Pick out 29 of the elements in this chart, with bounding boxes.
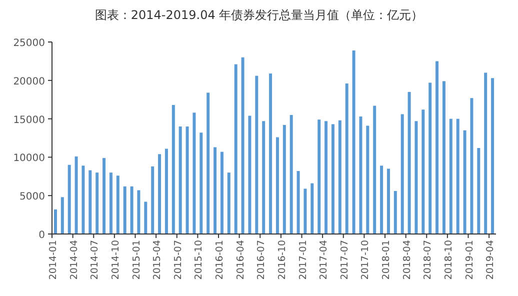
y-tick-label: 15000 [13, 114, 45, 126]
x-tick-label: 2014-04 [68, 240, 80, 280]
x-tick-label: 2016-10 [276, 240, 288, 280]
x-tick-label: 2017-01 [298, 240, 309, 280]
y-tick-label: 0 [38, 230, 45, 241]
x-tick-label: 2016-01 [214, 240, 226, 280]
x-tick-label: 2019-04 [485, 240, 496, 280]
x-tick-label: 2015-07 [172, 240, 184, 280]
x-tick-label: 2018-01 [381, 240, 392, 280]
x-tick-label: 2014-10 [110, 240, 122, 280]
x-tick-label: 2018-04 [402, 240, 413, 280]
x-tick-label: 2017-07 [339, 240, 350, 280]
x-tick-label: 2016-07 [256, 240, 268, 280]
title: 图表：2014-2019.04 年债券发行总量当月值（单位：亿元） [94, 8, 424, 22]
x-tick-label: 2015-01 [131, 240, 142, 280]
y-tick-label: 5000 [20, 192, 45, 203]
x-tick-label: 2019-01 [464, 240, 476, 280]
x-tick-label: 2015-10 [194, 240, 205, 280]
x-tick-label: 2015-04 [152, 240, 164, 280]
x-tick-label: 2018-07 [422, 240, 434, 280]
x-tick-label: 2014-01 [48, 240, 59, 280]
x-tick-label: 2018-10 [443, 240, 454, 280]
x-tick-label: 2016-04 [235, 240, 246, 280]
x-tick-label: 2017-10 [360, 240, 372, 280]
x-tick-label: 2014-07 [90, 240, 101, 280]
y-tick-label: 25000 [13, 38, 45, 49]
y-tick-label: 20000 [13, 76, 45, 88]
x-tick-label: 2017-04 [318, 240, 330, 280]
y-tick-label: 10000 [13, 153, 45, 164]
